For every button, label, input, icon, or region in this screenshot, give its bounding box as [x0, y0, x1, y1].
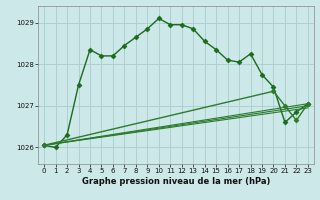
X-axis label: Graphe pression niveau de la mer (hPa): Graphe pression niveau de la mer (hPa): [82, 177, 270, 186]
